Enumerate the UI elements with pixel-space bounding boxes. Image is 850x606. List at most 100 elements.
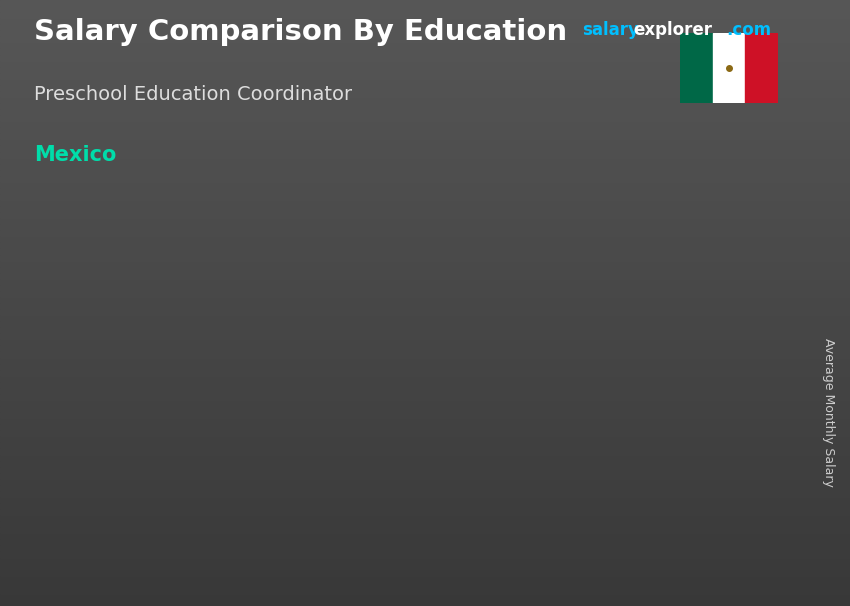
Bar	[0, 18, 850, 24]
Bar	[0, 370, 850, 376]
Bar	[0, 139, 850, 145]
Bar	[0, 503, 850, 509]
Bar	[0, 351, 850, 358]
Bar	[0, 285, 850, 291]
Bar	[0, 315, 850, 321]
Bar	[0, 200, 850, 206]
Bar	[0, 55, 850, 61]
Bar	[0, 36, 850, 42]
Bar	[0, 273, 850, 279]
Bar	[0, 358, 850, 364]
Bar	[0, 212, 850, 218]
Bar	[0, 248, 850, 255]
Bar	[0, 103, 850, 109]
Bar	[0, 388, 850, 394]
Bar	[0, 588, 850, 594]
Bar	[0, 242, 850, 248]
Bar	[0, 509, 850, 515]
Bar	[0, 533, 850, 539]
Bar	[0, 115, 850, 121]
Bar	[0, 382, 850, 388]
Bar	[0, 73, 850, 79]
Bar	[0, 30, 850, 36]
Bar	[0, 236, 850, 242]
Bar	[0, 570, 850, 576]
Bar	[712, 33, 745, 103]
Bar	[0, 497, 850, 503]
Bar	[0, 394, 850, 400]
Bar	[0, 364, 850, 370]
Bar	[0, 345, 850, 351]
Bar	[0, 418, 850, 424]
Bar	[0, 164, 850, 170]
Bar	[0, 430, 850, 436]
Bar	[0, 539, 850, 545]
Bar	[0, 454, 850, 461]
Bar	[0, 218, 850, 224]
Bar	[0, 376, 850, 382]
Bar	[0, 109, 850, 115]
Bar	[0, 267, 850, 273]
Bar	[0, 558, 850, 564]
Bar	[0, 461, 850, 467]
Text: .com: .com	[727, 21, 772, 39]
Bar	[0, 576, 850, 582]
Bar	[0, 594, 850, 600]
Bar	[0, 582, 850, 588]
Bar	[0, 545, 850, 551]
Bar	[0, 261, 850, 267]
Bar	[0, 467, 850, 473]
Bar	[0, 67, 850, 73]
Bar	[0, 145, 850, 152]
Bar	[0, 521, 850, 527]
Polygon shape	[326, 433, 341, 606]
Bar	[0, 0, 850, 6]
Bar	[0, 297, 850, 303]
Polygon shape	[585, 288, 598, 606]
Bar	[0, 85, 850, 91]
Bar	[0, 206, 850, 212]
Bar	[0, 176, 850, 182]
Bar	[0, 291, 850, 297]
Bar	[0, 564, 850, 570]
Bar	[0, 333, 850, 339]
Bar	[0, 48, 850, 55]
Bar	[0, 412, 850, 418]
Text: Mexico: Mexico	[34, 145, 116, 165]
Bar	[0, 170, 850, 176]
Text: Salary Comparison By Education: Salary Comparison By Education	[34, 18, 567, 46]
Bar	[225, 450, 326, 606]
Bar	[0, 436, 850, 442]
Bar	[0, 61, 850, 67]
Bar	[0, 188, 850, 194]
Bar	[0, 321, 850, 327]
Bar	[483, 305, 585, 606]
Text: salary: salary	[582, 21, 639, 39]
Bar	[0, 448, 850, 454]
Bar	[0, 406, 850, 412]
Text: Preschool Education Coordinator: Preschool Education Coordinator	[34, 85, 352, 104]
Bar	[0, 127, 850, 133]
Bar	[0, 133, 850, 139]
Bar	[0, 473, 850, 479]
Bar	[0, 121, 850, 127]
Polygon shape	[225, 433, 341, 450]
Bar	[0, 424, 850, 430]
Text: Average Monthly Salary: Average Monthly Salary	[822, 338, 836, 487]
Bar	[0, 442, 850, 448]
Text: 25,600 MXN: 25,600 MXN	[571, 280, 684, 298]
Bar	[0, 24, 850, 30]
Bar	[0, 152, 850, 158]
Bar	[0, 97, 850, 103]
Bar	[0, 158, 850, 164]
Bar	[0, 515, 850, 521]
Bar	[0, 309, 850, 315]
Bar	[0, 600, 850, 606]
Bar	[0, 224, 850, 230]
Text: +93%: +93%	[354, 247, 439, 273]
Text: 13,300 MXN: 13,300 MXN	[188, 417, 301, 435]
Bar	[0, 194, 850, 200]
Bar	[0, 491, 850, 497]
Bar	[0, 42, 850, 48]
Bar	[0, 327, 850, 333]
